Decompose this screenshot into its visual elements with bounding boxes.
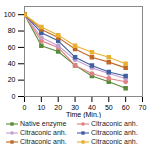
html-text:Citraconic anh.: Citraconic anh. (91, 138, 138, 145)
html-text:Citraconic anh.: Citraconic anh. (91, 129, 138, 136)
svg-text:40: 40 (88, 104, 96, 112)
svg-text:100: 100 (4, 11, 16, 18)
svg-text:80: 80 (8, 27, 16, 34)
svg-text:20: 20 (54, 104, 62, 111)
html-text:Citraconic anh.: Citraconic anh. (91, 120, 138, 127)
svg-text:0: 0 (23, 104, 27, 111)
svg-text:60: 60 (122, 104, 130, 111)
svg-text:30: 30 (71, 104, 79, 112)
html-text:Citraconic anh.: Citraconic anh. (20, 138, 67, 145)
svg-text:40: 40 (8, 60, 16, 67)
html-text:Citraconic anh.: Citraconic anh. (20, 129, 67, 136)
svg-text:20: 20 (8, 76, 16, 83)
svg-text:0: 0 (12, 93, 16, 100)
svg-text:70: 70 (139, 104, 147, 111)
svg-text:60: 60 (8, 44, 16, 51)
svg-text:10: 10 (37, 104, 45, 111)
svg-text:50: 50 (105, 104, 113, 111)
html-text:Native enzyme: Native enzyme (20, 120, 67, 127)
svg-text:Time (Min.): Time (Min.) (66, 111, 101, 119)
